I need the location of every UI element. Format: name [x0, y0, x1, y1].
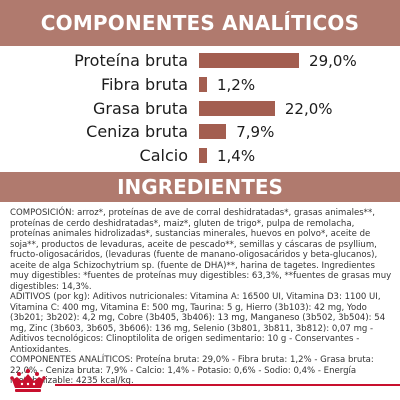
nutrient-row: Grasa bruta 22,0% — [0, 97, 400, 121]
nutrient-value: 22,0% — [284, 99, 333, 118]
nutrient-value: 29,0% — [309, 52, 357, 70]
royal-canin-crown-logo-icon — [8, 368, 48, 394]
nutrient-value: 1,2% — [217, 75, 256, 94]
nutrient-label: Grasa bruta — [93, 98, 188, 118]
nutrient-row: Proteína bruta 29,0% — [0, 49, 400, 73]
nutrient-bar — [199, 100, 275, 116]
ingredients-section-header: INGREDIENTES — [0, 172, 400, 202]
brand-divider-line — [55, 384, 400, 386]
nutrient-bar — [199, 124, 227, 140]
nutrient-bar — [199, 53, 300, 68]
analytic-section-header: COMPONENTES ANALÍTICOS — [0, 0, 400, 46]
nutrient-value: 1,4% — [217, 147, 256, 166]
nutrient-bar — [199, 76, 207, 92]
additives-paragraph: ADITIVOS (por kg): Aditivos nutricionale… — [10, 292, 386, 355]
analytic-components-paragraph: COMPONENTES ANALÍTICOS: Proteína bruta: … — [10, 355, 374, 386]
nutrient-label: Calcio — [139, 146, 188, 166]
nutrient-value: 7,9% — [236, 123, 275, 142]
nutrient-label: Fibra bruta — [100, 74, 188, 94]
composition-paragraph: COMPOSICIÓN: arroz*, proteínas de ave de… — [10, 208, 392, 292]
nutrient-bar — [199, 148, 207, 164]
nutrient-row: Calcio 1,4% — [0, 144, 400, 168]
nutrient-row: Ceniza bruta 7,9% — [0, 120, 400, 144]
nutrient-row: Fibra bruta 1,2% — [0, 73, 400, 97]
nutrient-label: Proteína bruta — [74, 51, 188, 70]
ingredients-text-block: COMPOSICIÓN: arroz*, proteínas de ave de… — [10, 208, 392, 387]
nutrient-label: Ceniza bruta — [86, 122, 188, 142]
